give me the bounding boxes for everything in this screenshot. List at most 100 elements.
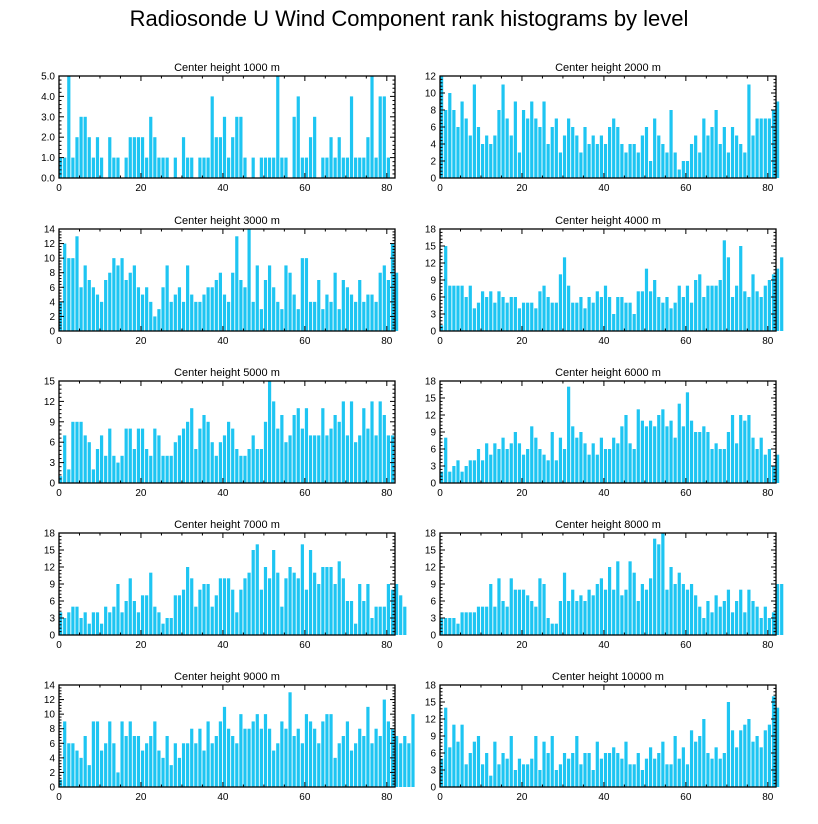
histogram-bar	[583, 443, 587, 483]
histogram-bar	[595, 291, 599, 331]
y-tick-label: 4	[49, 753, 55, 764]
histogram-bar	[104, 606, 108, 635]
x-tick-label: 0	[437, 488, 443, 499]
histogram-bar	[161, 287, 165, 331]
histogram-bar	[743, 291, 747, 331]
y-tick-label: 12	[44, 695, 56, 706]
histogram-bar	[534, 308, 538, 331]
histogram-bar	[608, 753, 612, 787]
histogram-bar	[739, 730, 743, 787]
histogram-bar	[296, 728, 300, 787]
histogram-bar	[63, 618, 67, 635]
histogram-bar	[145, 157, 149, 178]
histogram-bar	[300, 258, 304, 331]
histogram-bar	[521, 454, 526, 483]
histogram-bar	[460, 101, 464, 178]
histogram-bar	[538, 127, 542, 178]
histogram-bar	[374, 301, 378, 331]
histogram-bar	[464, 466, 468, 483]
histogram-bar	[513, 770, 517, 787]
histogram-bar	[612, 747, 616, 787]
histogram-bar	[227, 728, 231, 787]
histogram-bar	[620, 595, 624, 635]
histogram-bar	[673, 302, 677, 331]
histogram-bar	[472, 741, 476, 787]
histogram-bar	[636, 753, 640, 787]
histogram-bar	[444, 246, 448, 331]
histogram-bar	[321, 567, 325, 635]
histogram-bar	[464, 612, 468, 635]
panel-title: Center height 4000 m	[555, 215, 661, 227]
histogram-bar	[698, 736, 702, 787]
histogram-bar	[272, 157, 276, 178]
histogram-bar	[276, 76, 280, 178]
histogram-bar	[120, 258, 124, 331]
histogram-bar	[755, 118, 759, 178]
histogram-bar	[169, 301, 173, 331]
histogram-bar	[603, 589, 608, 635]
panel-title: Center height 2000 m	[555, 62, 661, 74]
histogram-bar	[567, 386, 571, 483]
histogram-bar	[587, 589, 591, 635]
histogram-bar	[284, 578, 288, 635]
x-tick-label: 40	[598, 640, 610, 651]
histogram-bar	[751, 601, 755, 635]
histogram-bar	[608, 127, 612, 178]
histogram-bar	[534, 736, 538, 787]
histogram-bar	[776, 707, 780, 787]
histogram-bar	[288, 567, 292, 635]
histogram-bar	[489, 291, 493, 331]
histogram-bar	[718, 280, 722, 331]
histogram-bar	[452, 466, 456, 483]
histogram-bar	[190, 157, 194, 178]
histogram-bar	[472, 460, 476, 483]
histogram-bar	[186, 421, 190, 483]
histogram-bar	[468, 612, 472, 635]
histogram-bar	[575, 601, 579, 635]
histogram-bar	[583, 308, 587, 331]
histogram-bar	[759, 747, 763, 787]
histogram-bar	[591, 595, 595, 635]
histogram-bar	[263, 157, 268, 178]
histogram-bar	[599, 437, 603, 483]
histogram-bar	[730, 297, 735, 331]
x-tick-label: 80	[381, 488, 393, 499]
histogram-bar	[640, 420, 644, 483]
histogram-bar	[595, 454, 599, 483]
histogram-bar	[272, 401, 276, 483]
histogram-bar	[386, 721, 390, 787]
histogram-bar	[186, 265, 190, 331]
histogram-bar	[493, 741, 497, 787]
histogram-bar	[341, 280, 345, 331]
histogram-bar	[726, 589, 731, 635]
histogram-bar	[718, 606, 722, 635]
histogram-bar	[644, 589, 649, 635]
histogram-bar	[452, 724, 456, 787]
histogram-bar	[624, 589, 628, 635]
histogram-bar	[538, 449, 542, 483]
histogram-bar	[239, 589, 243, 635]
y-tick-label: 6	[430, 749, 436, 760]
histogram-bar	[341, 401, 345, 483]
histogram-bar	[714, 110, 718, 178]
histogram-panel: Center height 6000 m 0 20 40 60 80 0 3 6 9 12 15 18	[425, 367, 780, 499]
histogram-bar	[554, 770, 558, 787]
histogram-bar	[308, 435, 313, 483]
histogram-bar	[235, 236, 239, 331]
histogram-bar	[136, 736, 141, 787]
histogram-bar	[440, 758, 444, 787]
x-tick-label: 80	[762, 640, 774, 651]
histogram-bar	[210, 96, 214, 178]
histogram-bar	[145, 743, 149, 787]
histogram-bar	[501, 753, 505, 787]
histogram-bar	[186, 157, 190, 178]
histogram-bar	[206, 721, 210, 787]
x-tick-label: 0	[56, 488, 62, 499]
histogram-bar	[95, 137, 100, 178]
histogram-bar	[505, 449, 509, 483]
histogram-bar	[476, 606, 481, 635]
histogram-bar	[657, 415, 661, 483]
histogram-bar	[665, 152, 669, 178]
histogram-bar	[378, 272, 382, 331]
histogram-bar	[374, 435, 378, 483]
